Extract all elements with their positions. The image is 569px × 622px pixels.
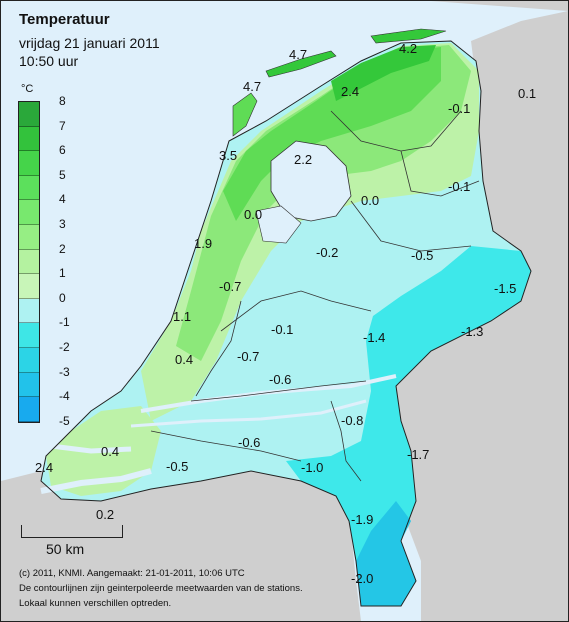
legend-tick-label: 0	[59, 290, 66, 305]
legend-swatch	[19, 274, 39, 299]
legend-tick-label: 4	[59, 192, 66, 207]
station-temperature-label: -0.5	[166, 459, 188, 474]
legend-swatch	[19, 397, 39, 422]
legend-tick-label: -5	[59, 413, 70, 428]
map-time: 10:50 uur	[19, 53, 79, 69]
station-temperature-label: -0.1	[448, 179, 470, 194]
legend-tick-label: 6	[59, 143, 66, 158]
legend-tick-label: -4	[59, 389, 70, 404]
zone-minus-2	[286, 246, 531, 606]
station-temperature-label: -0.2	[316, 245, 338, 260]
lake-ijsselmeer	[270, 140, 352, 222]
legend-swatch	[19, 200, 39, 225]
station-temperature-label: 0.4	[101, 444, 119, 459]
station-temperature-label: 1.9	[194, 236, 212, 251]
map-title: Temperatuur	[19, 11, 110, 28]
legend-swatch	[19, 347, 39, 373]
legend-tick-label: 7	[59, 118, 66, 133]
station-temperature-label: -1.5	[494, 281, 516, 296]
legend-swatch	[19, 126, 39, 152]
island-ameland	[370, 28, 447, 44]
station-temperature-label: -0.6	[269, 372, 291, 387]
map-date: vrijdag 21 januari 2011	[19, 35, 160, 51]
station-temperature-label: 4.7	[289, 47, 307, 62]
legend-swatch	[19, 372, 39, 398]
legend-tick-label: -2	[59, 340, 70, 354]
station-temperature-label: 2.4	[341, 84, 359, 99]
legend-tick-label: 1	[59, 266, 66, 281]
island-texel	[232, 92, 258, 137]
station-temperature-label: -1.0	[301, 460, 323, 475]
station-temperature-label: -0.7	[237, 349, 259, 364]
zone-1-2	[176, 45, 471, 361]
station-temperature-label: -1.9	[351, 512, 373, 527]
legend-swatch	[19, 224, 39, 250]
river-maas	[130, 399, 367, 428]
estuary-westerschelde	[40, 468, 152, 494]
station-temperature-label: 2.4	[35, 460, 53, 475]
station-temperature-label: 0.2	[96, 507, 114, 522]
legend-tick-label: 8	[59, 94, 66, 108]
station-temperature-label: 0.4	[175, 352, 193, 367]
province-borders	[150, 110, 480, 482]
station-temperature-label: 0.1	[518, 86, 536, 101]
scale-bar	[21, 525, 123, 538]
legend-swatch	[19, 151, 39, 176]
station-temperature-label: -0.6	[238, 435, 260, 450]
legend-tick-label: -1	[59, 315, 70, 330]
legend-swatch	[19, 249, 39, 275]
legend-tick-label: 3	[59, 217, 66, 231]
footer-copyright: (c) 2011, KNMI. Aangemaakt: 21-01-2011, …	[19, 568, 245, 579]
legend-color-bar	[18, 101, 40, 423]
legend-unit: °C	[21, 83, 34, 95]
legend-swatch	[19, 298, 39, 324]
station-temperature-label: -2.0	[351, 571, 373, 586]
scale-bar-label: 50 km	[46, 541, 85, 557]
station-temperature-label: -0.1	[271, 322, 293, 337]
station-temperature-label: 1.1	[173, 309, 191, 324]
station-temperature-label: -1.3	[461, 324, 483, 339]
station-temperature-label: 0.0	[244, 207, 262, 222]
legend-swatch	[19, 102, 39, 127]
station-temperature-label: -0.7	[219, 279, 241, 294]
legend-tick-label: 5	[59, 167, 66, 182]
country-outline	[40, 40, 532, 607]
zone-2-3	[223, 47, 441, 221]
footer-note: De contourlijnen zijn geinterpoleerde me…	[19, 583, 303, 594]
station-temperature-label: -1.7	[407, 447, 429, 462]
station-labels: 4.7 4.2 4.7 2.4 0.1 -0.1 3.5 2.2 -0.1 0.0 0.0 1.9 -0…	[35, 41, 536, 586]
station-temperature-label: 4.2	[399, 41, 417, 56]
station-temperature-label: 0.0	[361, 193, 379, 208]
legend-swatch	[19, 323, 39, 348]
station-temperature-label: -0.1	[448, 101, 470, 116]
station-temperature-label: -0.5	[411, 248, 433, 263]
legend-swatch	[19, 175, 39, 201]
river-rhine	[140, 374, 397, 413]
estuary-oosterschelde	[50, 443, 132, 454]
zone-3-4	[331, 45, 436, 101]
footer-disclaimer: Lokaal kunnen verschillen optreden.	[19, 598, 172, 609]
station-temperature-label: 3.5	[219, 148, 237, 163]
station-temperature-label: 2.2	[294, 152, 312, 167]
temperature-legend: °C 8 7 6 5 4 3 2 1 0 -1 -2 -3 -4 -5	[16, 83, 76, 443]
station-temperature-label: -0.8	[341, 413, 363, 428]
legend-tick-label: -3	[59, 364, 70, 379]
island-vlieland	[265, 50, 337, 78]
lake-markermeer	[255, 205, 302, 244]
zone-minus-3	[356, 501, 416, 606]
station-temperature-label: -1.4	[363, 330, 385, 345]
station-temperature-label: 4.7	[243, 79, 261, 94]
legend-tick-label: 2	[59, 241, 66, 256]
